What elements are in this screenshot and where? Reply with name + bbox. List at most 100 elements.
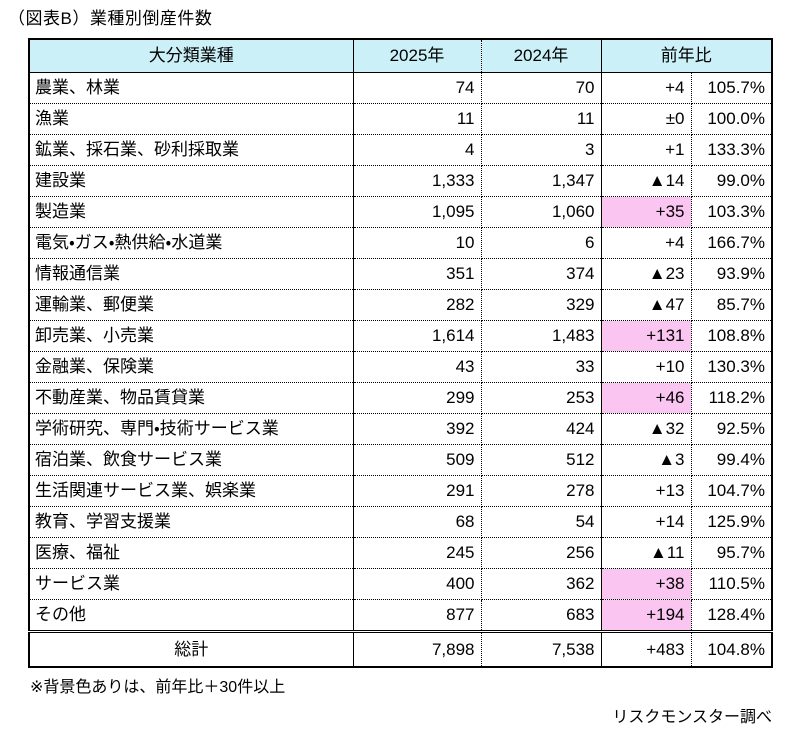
yoy-diff-cell: +35	[601, 196, 692, 228]
count-2024-cell: 683	[481, 599, 602, 632]
count-2024-cell: 6	[481, 227, 602, 259]
yoy-diff-cell: ▲47	[601, 289, 692, 321]
table-body: 農業、林業 74 70 +4 105.7% 漁業 11 11 ±0 100.0%…	[29, 72, 772, 632]
total-row: 総計 7,898 7,538 +483 104.8%	[29, 629, 772, 667]
industry-name-cell: 農業、林業	[29, 72, 354, 104]
yoy-diff-cell: +131	[601, 320, 692, 352]
industry-name-cell: 教育、学習支援業	[29, 506, 354, 538]
count-2025-cell: 299	[353, 382, 482, 414]
header-row: 大分類業種 2025年 2024年 前年比	[29, 39, 772, 73]
header-2025: 2025年	[353, 39, 482, 73]
figure-title: （図表B）業種別倒産件数	[8, 9, 213, 28]
count-2024-cell: 278	[481, 475, 602, 507]
industry-name-cell: 不動産業、物品賃貸業	[29, 382, 354, 414]
yoy-pct-cell: 95.7%	[691, 537, 772, 569]
count-2025-cell: 282	[353, 289, 482, 321]
count-2024-cell: 11	[481, 103, 602, 135]
count-2024-cell: 1,347	[481, 165, 602, 197]
count-2025-cell: 1,333	[353, 165, 482, 197]
yoy-diff-cell: ▲11	[601, 537, 692, 569]
table-row: サービス業 400 362 +38 110.5%	[29, 568, 772, 600]
count-2024-cell: 33	[481, 351, 602, 383]
total-pct-cell: 104.8%	[691, 629, 772, 667]
yoy-diff-cell: +38	[601, 568, 692, 600]
header-yoy: 前年比	[601, 39, 772, 73]
yoy-pct-cell: 118.2%	[691, 382, 772, 414]
yoy-pct-cell: 130.3%	[691, 351, 772, 383]
industry-name-cell: 漁業	[29, 103, 354, 135]
count-2025-cell: 1,614	[353, 320, 482, 352]
industry-name-cell: 学術研究、専門・技術サービス業	[29, 413, 354, 445]
industry-name-cell: サービス業	[29, 568, 354, 600]
footnote: ※背景色ありは、前年比＋30件以上	[30, 678, 286, 696]
yoy-pct-cell: 108.8%	[691, 320, 772, 352]
yoy-pct-cell: 133.3%	[691, 134, 772, 166]
yoy-diff-cell: ▲23	[601, 258, 692, 290]
count-2025-cell: 68	[353, 506, 482, 538]
industry-name-cell: 鉱業、採石業、砂利採取業	[29, 134, 354, 166]
yoy-pct-cell: 166.7%	[691, 227, 772, 259]
count-2024-cell: 253	[481, 382, 602, 414]
table-row: 宿泊業、飲食サービス業 509 512 ▲3 99.4%	[29, 444, 772, 476]
count-2025-cell: 291	[353, 475, 482, 507]
yoy-diff-cell: ▲32	[601, 413, 692, 445]
count-2024-cell: 362	[481, 568, 602, 600]
yoy-pct-cell: 99.0%	[691, 165, 772, 197]
count-2025-cell: 351	[353, 258, 482, 290]
yoy-pct-cell: 103.3%	[691, 196, 772, 228]
count-2024-cell: 1,060	[481, 196, 602, 228]
yoy-pct-cell: 104.7%	[691, 475, 772, 507]
total-2024-cell: 7,538	[481, 629, 602, 667]
yoy-diff-cell: +46	[601, 382, 692, 414]
count-2025-cell: 392	[353, 413, 482, 445]
table-row: 卸売業、小売業 1,614 1,483 +131 108.8%	[29, 320, 772, 352]
industry-name-cell: 情報通信業	[29, 258, 354, 290]
industry-name-cell: 電気・ガス・熱供給・水道業	[29, 227, 354, 259]
table-row: 情報通信業 351 374 ▲23 93.9%	[29, 258, 772, 290]
yoy-diff-cell: +4	[601, 72, 692, 104]
yoy-pct-cell: 100.0%	[691, 103, 772, 135]
industry-name-cell: 医療、福祉	[29, 537, 354, 569]
count-2024-cell: 374	[481, 258, 602, 290]
industry-name-cell: 宿泊業、飲食サービス業	[29, 444, 354, 476]
total-2025-cell: 7,898	[353, 629, 482, 667]
table-row: 製造業 1,095 1,060 +35 103.3%	[29, 196, 772, 228]
industry-name-cell: その他	[29, 599, 354, 632]
table-row: 医療、福祉 245 256 ▲11 95.7%	[29, 537, 772, 569]
yoy-diff-cell: ▲14	[601, 165, 692, 197]
count-2024-cell: 70	[481, 72, 602, 104]
count-2025-cell: 11	[353, 103, 482, 135]
yoy-pct-cell: 85.7%	[691, 289, 772, 321]
bankruptcy-by-industry-table: 大分類業種 2025年 2024年 前年比 農業、林業 74 70 +4 105…	[28, 38, 773, 668]
count-2025-cell: 245	[353, 537, 482, 569]
count-2025-cell: 10	[353, 227, 482, 259]
table-row: 教育、学習支援業 68 54 +14 125.9%	[29, 506, 772, 538]
yoy-pct-cell: 105.7%	[691, 72, 772, 104]
industry-name-cell: 金融業、保険業	[29, 351, 354, 383]
table-header: 大分類業種 2025年 2024年 前年比	[29, 39, 772, 73]
table-row: 漁業 11 11 ±0 100.0%	[29, 103, 772, 135]
yoy-pct-cell: 128.4%	[691, 599, 772, 632]
attribution: リスクモンスター調べ	[612, 708, 772, 726]
industry-name-cell: 運輸業、郵便業	[29, 289, 354, 321]
total-diff-cell: +483	[601, 629, 692, 667]
table-row: 建設業 1,333 1,347 ▲14 99.0%	[29, 165, 772, 197]
table-row: 生活関連サービス業、娯楽業 291 278 +13 104.7%	[29, 475, 772, 507]
header-category: 大分類業種	[29, 39, 354, 73]
yoy-pct-cell: 110.5%	[691, 568, 772, 600]
count-2024-cell: 3	[481, 134, 602, 166]
count-2025-cell: 4	[353, 134, 482, 166]
table-row: 学術研究、専門・技術サービス業 392 424 ▲32 92.5%	[29, 413, 772, 445]
count-2024-cell: 54	[481, 506, 602, 538]
yoy-diff-cell: +1	[601, 134, 692, 166]
yoy-diff-cell: ▲3	[601, 444, 692, 476]
table-row: 鉱業、採石業、砂利採取業 4 3 +1 133.3%	[29, 134, 772, 166]
yoy-pct-cell: 125.9%	[691, 506, 772, 538]
yoy-diff-cell: +4	[601, 227, 692, 259]
industry-name-cell: 卸売業、小売業	[29, 320, 354, 352]
yoy-diff-cell: +14	[601, 506, 692, 538]
yoy-pct-cell: 99.4%	[691, 444, 772, 476]
table-row: その他 877 683 +194 128.4%	[29, 599, 772, 632]
count-2024-cell: 1,483	[481, 320, 602, 352]
